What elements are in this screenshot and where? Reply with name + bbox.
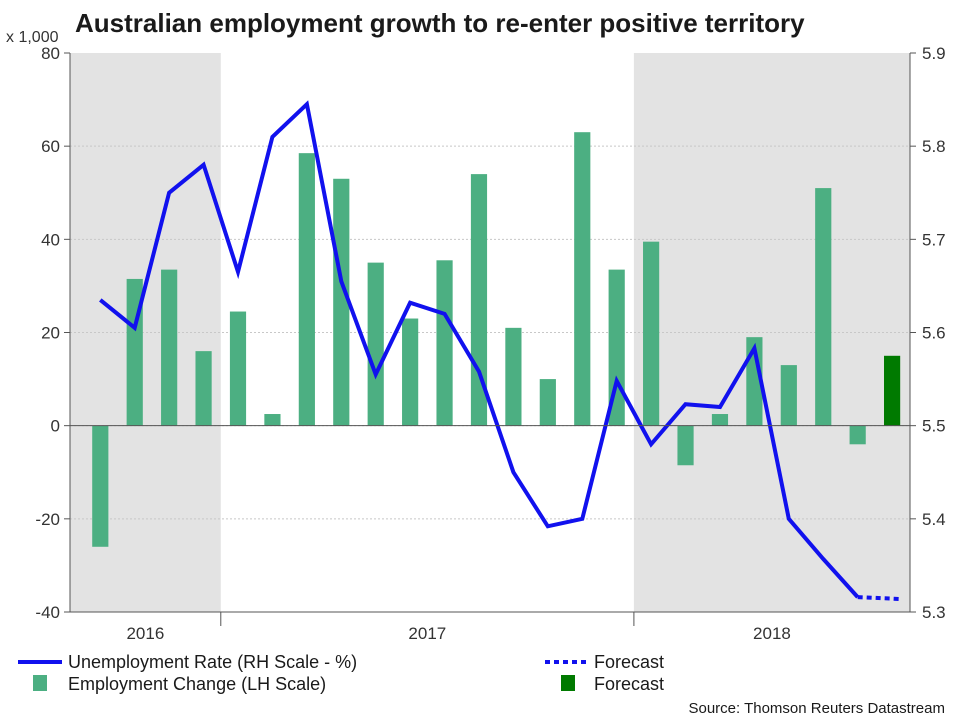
left-tick-label: 20 [41, 324, 60, 343]
employment-bars [92, 132, 901, 547]
left-tick-label: -40 [35, 603, 60, 622]
legend-unemployment-label: Unemployment Rate (RH Scale - %) [68, 652, 357, 672]
employment-bar [195, 351, 212, 426]
legend-employment-forecast-swatch [561, 675, 575, 691]
employment-bar [298, 153, 315, 426]
unemployment-rate-line [99, 100, 860, 599]
employment-bar [780, 365, 797, 426]
left-tick-label: -20 [35, 510, 60, 529]
right-tick-label: 5.4 [922, 510, 946, 529]
right-tick-label: 5.8 [922, 137, 946, 156]
right-tick-label: 5.3 [922, 603, 946, 622]
employment-bar [436, 260, 453, 426]
employment-bar [92, 425, 109, 547]
left-tick-label: 80 [41, 44, 60, 63]
source-note: Source: Thomson Reuters Datastream [688, 700, 945, 717]
employment-bar [574, 132, 591, 426]
left-axis-unit: x 1,000 [6, 29, 59, 46]
left-tick-label: 40 [41, 230, 60, 249]
right-tick-label: 5.5 [922, 417, 946, 436]
legend-rate-forecast-label: Forecast [594, 652, 664, 672]
legend-employment-forecast-label: Forecast [594, 674, 664, 694]
employment-bar [505, 327, 522, 426]
employment-bar [367, 262, 384, 426]
employment-bar [161, 269, 178, 426]
left-tick-label: 0 [51, 417, 60, 436]
axes [64, 52, 916, 626]
legend: Unemployment Rate (RH Scale - %) Employm… [18, 652, 664, 694]
right-tick-label: 5.7 [922, 230, 946, 249]
employment-bar [264, 414, 281, 426]
year-label: 2016 [126, 624, 164, 643]
employment-bar [815, 188, 832, 426]
employment-bar [849, 425, 866, 445]
chart-title: Australian employment growth to re-enter… [75, 8, 805, 38]
axis-labels: -40 -20 0 20 40 60 80 5.3 5.4 5.5 5.6 5.7 5.8 5.9 2016… [35, 44, 945, 643]
legend-employment-label: Employment Change (LH Scale) [68, 674, 326, 694]
unemployment-lines [99, 100, 900, 601]
year-label: 2018 [753, 624, 791, 643]
employment-bar [402, 318, 419, 426]
employment-bar [333, 178, 350, 426]
right-tick-label: 5.9 [922, 44, 946, 63]
employment-bar [711, 414, 729, 426]
legend-employment-swatch [33, 675, 47, 691]
left-tick-label: 60 [41, 137, 60, 156]
employment-bar [539, 379, 556, 426]
employment-bar [643, 241, 660, 426]
employment-bar [677, 425, 694, 466]
year-label: 2017 [408, 624, 446, 643]
unemployment-forecast-line [857, 595, 900, 601]
right-tick-label: 5.6 [922, 324, 946, 343]
employment-forecast-bar [884, 355, 901, 426]
employment-bar [229, 311, 247, 426]
